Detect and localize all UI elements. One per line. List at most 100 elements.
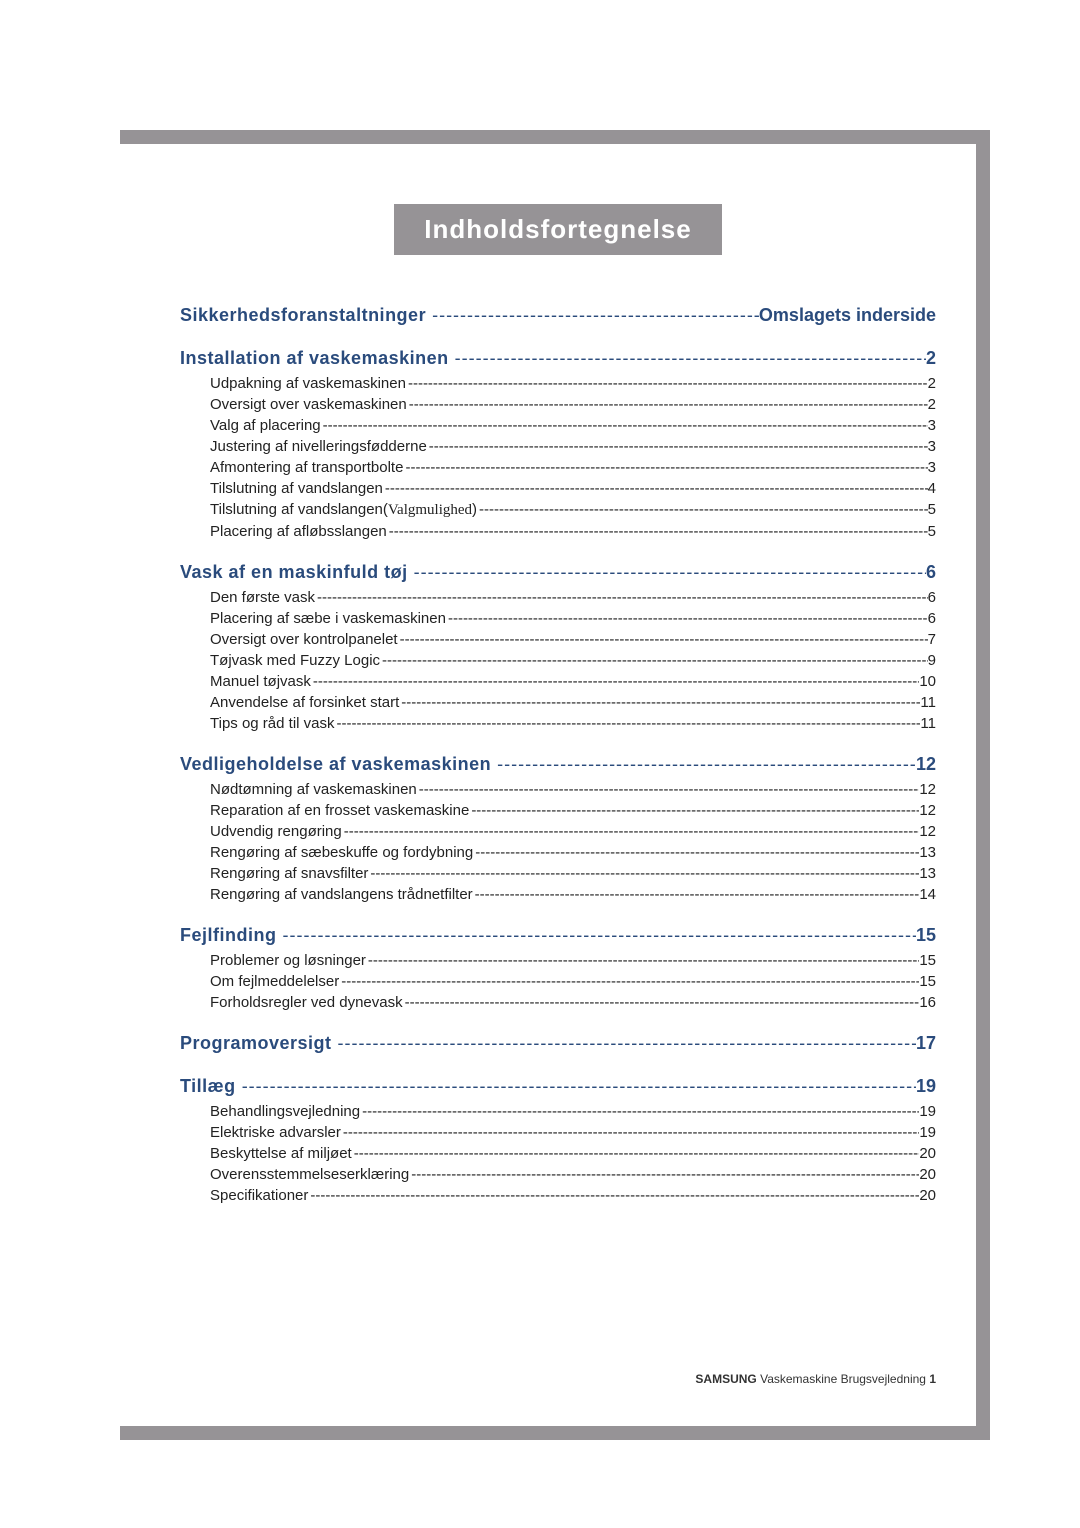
toc-sub-page: 6 [928,589,936,606]
toc-sub-item: Tips og råd til vask--------------------… [180,715,936,732]
leader-dashes: ----------------------------------------… [398,631,928,648]
leader-dashes: ----------------------------------------… [403,994,920,1011]
toc-page: Indholdsfortegnelse Sikkerhedsforanstalt… [120,130,990,1440]
leader-dashes: ----------------------------------------… [477,501,928,518]
leader-dashes: ----------------------------------------… [446,610,928,627]
toc-section-label: Programoversigt [180,1033,332,1054]
leader-dashes: ----------------------------------------… [332,1033,916,1054]
leader-dashes: ----------------------------------------… [315,589,928,606]
toc-sub-item: Udpakning af vaskemaskinen--------------… [180,375,936,392]
toc-sub-page: 20 [919,1145,936,1162]
leader-dashes: ----------------------------------------… [335,715,921,732]
toc-sub-page: 19 [919,1124,936,1141]
toc-sub-item: Elektriske advarsler--------------------… [180,1124,936,1141]
toc-sub-label: Udpakning af vaskemaskinen [210,375,406,392]
toc-sub-label: Oversigt over kontrolpanelet [210,631,398,648]
toc-sub-page: 6 [928,610,936,627]
toc-sub-label: Rengøring af snavsfilter [210,865,368,882]
leader-dashes: ----------------------------------------… [406,375,928,392]
toc-sub-page: 11 [920,694,936,711]
toc-sub-label: Rengøring af vandslangens trådnetfilter [210,886,473,903]
leader-dashes: ----------------------------------------… [469,802,919,819]
toc-sub-page: 12 [919,781,936,798]
toc-sub-label: Nødtømning af vaskemaskinen [210,781,417,798]
leader-dashes: ----------------------------------------… [417,781,920,798]
toc-sub-label: Tips og råd til vask [210,715,335,732]
toc-sub-label: Specifikationer [210,1187,308,1204]
toc-sub-item: Overensstemmelseserklæring--------------… [180,1166,936,1183]
toc-sub-page: 5 [928,523,936,540]
toc-sub-label: Elektriske advarsler [210,1124,341,1141]
toc-sub-label: Udvendig rengøring [210,823,342,840]
toc-sub-item: Justering af nivelleringsfødderne-------… [180,438,936,455]
toc-sub-page: 11 [920,715,936,732]
toc-sub-label: Problemer og løsninger [210,952,366,969]
leader-dashes: ----------------------------------------… [491,754,916,775]
toc-section-page: 6 [926,562,936,583]
toc-sub-item: Om fejlmeddelelser----------------------… [180,973,936,990]
toc-section-page: 19 [916,1076,936,1097]
toc-sub-label: Justering af nivelleringsfødderne [210,438,427,455]
toc-sub-label: Behandlingsvejledning [210,1103,360,1120]
leader-dashes: ----------------------------------------… [407,396,928,413]
toc-sub-item: Oversigt over vaskemaskinen-------------… [180,396,936,413]
toc-section-label: Fejlfinding [180,925,276,946]
toc-sub-item: Placering af afløbsslangen--------------… [180,523,936,540]
toc-sub-item: Valg af placering-----------------------… [180,417,936,434]
toc-sub-item: Reparation af en frosset vaskemaskine---… [180,802,936,819]
toc-sub-item: Manuel tøjvask--------------------------… [180,673,936,690]
toc-section-heading: Vask af en maskinfuld tøj---------------… [180,562,936,583]
leader-dashes: ----------------------------------------… [427,438,928,455]
toc-sub-item: Specifikationer-------------------------… [180,1187,936,1204]
toc-section-label: Vask af en maskinfuld tøj [180,562,408,583]
toc-sub-page: 12 [919,802,936,819]
toc-sub-page: 5 [928,501,936,518]
toc-sub-label: Anvendelse af forsinket start [210,694,399,711]
toc-sub-label: Manuel tøjvask [210,673,311,690]
toc-sub-page: 19 [919,1103,936,1120]
page-title: Indholdsfortegnelse [394,204,721,255]
leader-dashes: ----------------------------------------… [449,348,926,369]
leader-dashes: ----------------------------------------… [360,1103,919,1120]
leader-dashes: ----------------------------------------… [383,480,928,497]
footer-page-number: 1 [929,1372,936,1386]
toc-body: Sikkerhedsforanstaltninger--------------… [180,305,936,1204]
leader-dashes: ----------------------------------------… [473,886,920,903]
toc-sub-page: 2 [928,375,936,392]
toc-sub-item: Placering af sæbe i vaskemaskinen-------… [180,610,936,627]
toc-sub-page: 10 [919,673,936,690]
toc-sub-page: 15 [919,952,936,969]
toc-sub-item: Rengøring af snavsfilter----------------… [180,865,936,882]
leader-dashes: ----------------------------------------… [408,562,926,583]
toc-sub-label: Om fejlmeddelelser [210,973,339,990]
toc-section-page: 12 [916,754,936,775]
leader-dashes: ----------------------------------------… [321,417,928,434]
toc-sub-page: 13 [919,844,936,861]
toc-sub-page: 2 [928,396,936,413]
toc-sub-label: Placering af sæbe i vaskemaskinen [210,610,446,627]
toc-sub-label: Beskyttelse af miljøet [210,1145,352,1162]
toc-sub-item: Tilslutning af vandslangen(Valgmulighed)… [180,501,936,519]
toc-sub-item: Behandlingsvejledning-------------------… [180,1103,936,1120]
toc-sub-page: 3 [928,438,936,455]
toc-sub-item: Forholdsregler ved dynevask-------------… [180,994,936,1011]
leader-dashes: ----------------------------------------… [409,1166,919,1183]
toc-section-heading: Fejlfinding-----------------------------… [180,925,936,946]
toc-sub-item: Tilslutning af vandslangen--------------… [180,480,936,497]
toc-sub-label: Den første vask [210,589,315,606]
title-wrap: Indholdsfortegnelse [180,184,936,305]
toc-sub-item: Anvendelse af forsinket start-----------… [180,694,936,711]
leader-dashes: ----------------------------------------… [342,823,920,840]
leader-dashes: ----------------------------------------… [380,652,928,669]
leader-dashes: ----------------------------------------… [311,673,919,690]
toc-sub-page: 15 [919,973,936,990]
leader-dashes: ----------------------------------------… [368,865,919,882]
toc-sub-label: Reparation af en frosset vaskemaskine [210,802,469,819]
toc-sub-item: Den første vask-------------------------… [180,589,936,606]
toc-sub-label: Afmontering af transportbolte [210,459,403,476]
toc-sub-label: Tilslutning af vandslangen(Valgmulighed) [210,501,477,519]
toc-sub-page: 20 [919,1187,936,1204]
leader-dashes: ----------------------------------------… [399,694,920,711]
toc-section-page: 2 [926,348,936,369]
leader-dashes: ----------------------------------------… [426,305,759,326]
